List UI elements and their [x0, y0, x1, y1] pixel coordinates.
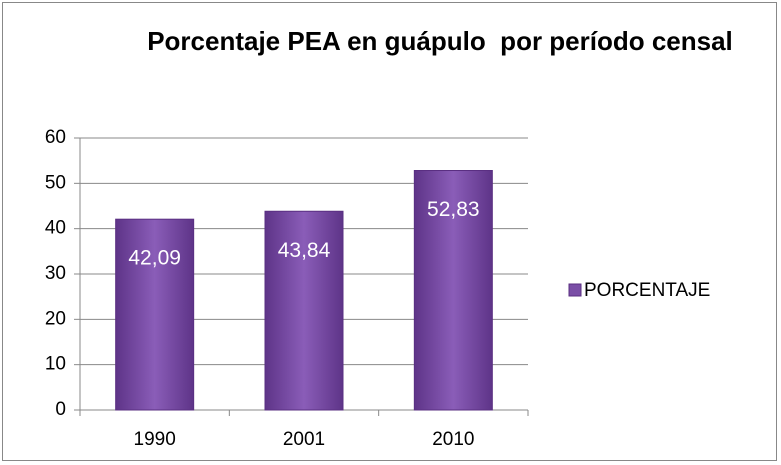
bar	[413, 170, 493, 411]
y-tick-label: 30	[45, 263, 66, 284]
legend-label: PORCENTAJE	[584, 280, 710, 301]
bar	[264, 210, 344, 411]
chart-frame	[2, 2, 777, 461]
y-tick-label: 20	[45, 308, 66, 329]
bar	[115, 218, 195, 411]
x-tick-label: 2010	[432, 429, 474, 450]
data-label: 42,09	[128, 247, 181, 270]
y-tick-label: 40	[45, 218, 66, 239]
y-tick-label: 0	[55, 399, 66, 420]
data-label: 43,84	[278, 239, 331, 262]
data-label: 52,83	[427, 198, 480, 221]
y-tick-label: 10	[45, 354, 66, 375]
y-tick-label: 50	[45, 172, 66, 193]
legend-swatch	[568, 283, 582, 297]
x-tick-label: 1990	[134, 429, 176, 450]
x-tick-label: 2001	[283, 429, 325, 450]
chart-title: Porcentaje PEA en guápulo por período ce…	[147, 26, 733, 56]
y-tick-label: 60	[45, 127, 66, 148]
